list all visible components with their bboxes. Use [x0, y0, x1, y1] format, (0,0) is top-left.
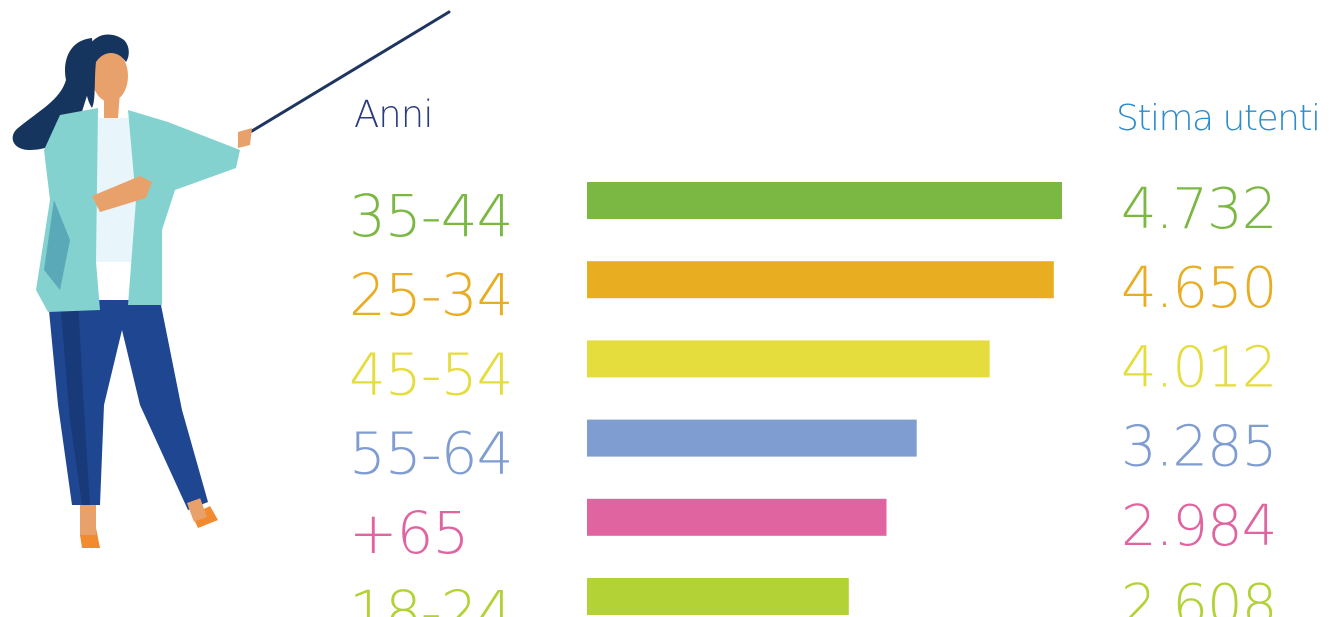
category-label: 35-44	[349, 182, 513, 250]
category-label: 55-64	[349, 420, 513, 488]
presenter-woman-icon	[12, 10, 451, 548]
bar-0	[587, 182, 1062, 219]
value-label: 3.285	[1121, 415, 1276, 480]
category-label: 45-54	[349, 340, 513, 408]
value-label: 4.732	[1121, 177, 1276, 242]
value-label: 2.608	[1121, 573, 1276, 617]
category-label: 25-34	[349, 261, 513, 329]
category-label: 18-24	[349, 578, 513, 617]
bar-4	[587, 498, 887, 536]
bar-5	[587, 578, 849, 615]
bar-1	[587, 261, 1054, 299]
value-header: Stima utenti	[1116, 98, 1320, 139]
bar-2	[587, 340, 990, 378]
value-label: 2.984	[1121, 494, 1276, 559]
category-label: +65	[349, 499, 468, 567]
category-header: Anni	[354, 93, 433, 136]
chart-rows: 35-44 4.732 25-34 4.650 45-54 4.012 55-64 3.285…	[349, 177, 1277, 617]
value-label: 4.650	[1121, 256, 1276, 321]
value-label: 4.012	[1121, 335, 1276, 400]
bar-3	[587, 419, 917, 457]
